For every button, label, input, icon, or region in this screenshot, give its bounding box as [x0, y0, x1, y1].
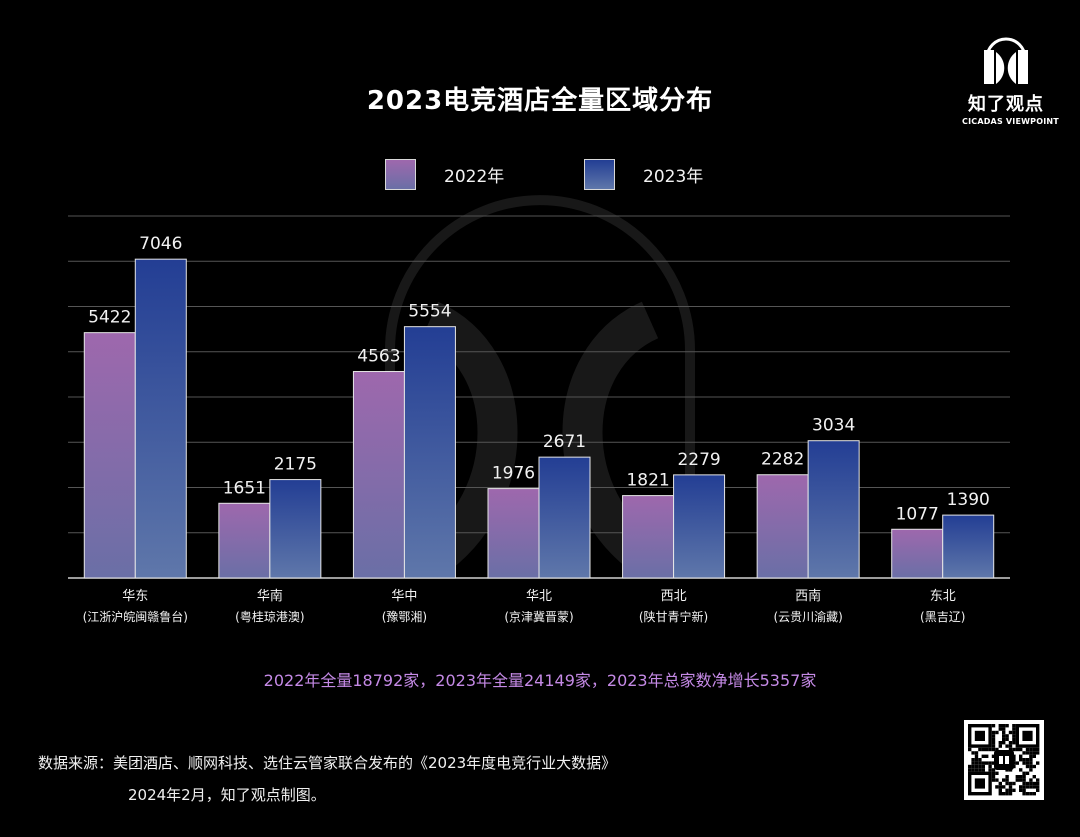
bar-华东-2022年	[83, 332, 136, 579]
source-line-2: 2024年2月，知了观点制图。	[128, 786, 326, 804]
data-label: 1077	[896, 504, 939, 524]
data-label: 1821	[626, 471, 669, 491]
data-label: 2175	[274, 455, 317, 475]
logo-name-cn: 知了观点	[968, 94, 1044, 115]
x-tick-sublabel: (黑吉辽)	[920, 610, 965, 624]
legend-item-2023: 2023年	[584, 158, 703, 190]
x-tick-label: 东北	[930, 589, 956, 604]
bar-华中-2022年	[352, 371, 405, 579]
x-tick-label: 华南	[257, 588, 283, 604]
bar-西南-2022年	[756, 474, 809, 579]
chart-title: 2023电竞酒店全量区域分布	[366, 86, 714, 116]
data-label: 1976	[492, 464, 535, 484]
bars	[83, 258, 995, 579]
bar-西北-2022年	[622, 495, 675, 579]
data-label: 2671	[543, 432, 586, 452]
bar-华中-2023年	[403, 326, 456, 579]
x-tick-sublabel: (京津冀晋蒙)	[504, 610, 573, 624]
logo-name-en: CICADAS VIEWPOINT	[962, 117, 1059, 126]
data-labels: 5422 7046 1651 2175 4563 5554 1976 2671 1821 2279…	[88, 234, 990, 524]
x-tick-label: 西北	[661, 589, 687, 604]
x-tick-sublabel: (粤桂琼港澳)	[235, 609, 304, 624]
x-tick-sublabel: (江浙沪皖闽赣鲁台)	[83, 609, 188, 624]
data-label: 1390	[947, 490, 990, 510]
legend-swatch-2022	[385, 158, 416, 190]
x-tick-label: 华中	[391, 589, 417, 604]
source-line-1: 数据来源：美团酒店、顺网科技、选住云管家联合发布的《2023年度电竞行业大数据》	[38, 754, 617, 772]
bar-华东-2023年	[134, 258, 187, 579]
data-label: 5554	[408, 302, 451, 322]
bar-西南-2023年	[807, 440, 860, 579]
data-label: 4563	[357, 347, 400, 367]
category-labels: 华东 (江浙沪皖闽赣鲁台) 华南 (粤桂琼港澳) 华中 (豫鄂湘) 华北 (京津冀晋蒙) 西北 (…	[83, 588, 966, 624]
bar-华南-2022年	[218, 502, 271, 579]
bar-东北-2022年	[891, 528, 944, 579]
qr-code-icon	[964, 720, 1044, 800]
bar-西北-2023年	[673, 474, 726, 579]
bar-华南-2023年	[269, 479, 322, 579]
legend-swatch-2023	[584, 158, 615, 190]
x-tick-label: 西南	[795, 588, 821, 604]
bar-东北-2023年	[942, 514, 995, 579]
legend-item-2022: 2022年	[385, 158, 504, 190]
cicadas-logo: 知了观点 CICADAS VIEWPOINT	[962, 24, 1059, 134]
x-tick-label: 华东	[122, 589, 148, 604]
data-label: 1651	[223, 478, 266, 498]
bar-华北-2023年	[538, 456, 591, 579]
x-tick-label: 华北	[526, 589, 552, 604]
x-tick-sublabel: (豫鄂湘)	[382, 609, 427, 624]
x-tick-sublabel: (陕甘青宁新)	[639, 609, 708, 624]
data-label: 2279	[677, 450, 720, 470]
summary-text: 2022年全量18792家，2023年全量24149家，2023年总家数净增长5…	[263, 671, 817, 690]
data-label: 3034	[812, 416, 855, 436]
x-tick-sublabel: (云贵川渝藏)	[773, 609, 842, 624]
bar-华北-2022年	[487, 488, 540, 579]
chart-legend: 2022年 2023年	[0, 158, 1080, 192]
legend-label-2022: 2022年	[444, 166, 505, 187]
data-label: 5422	[88, 308, 131, 328]
headphones-logo-icon	[984, 37, 1028, 84]
data-label: 7046	[139, 234, 182, 254]
legend-label-2023: 2023年	[643, 166, 704, 187]
bar-chart: 5422 7046 1651 2175 4563 5554 1976 2671 1821 2279…	[68, 195, 1010, 624]
data-label: 2282	[761, 450, 804, 470]
